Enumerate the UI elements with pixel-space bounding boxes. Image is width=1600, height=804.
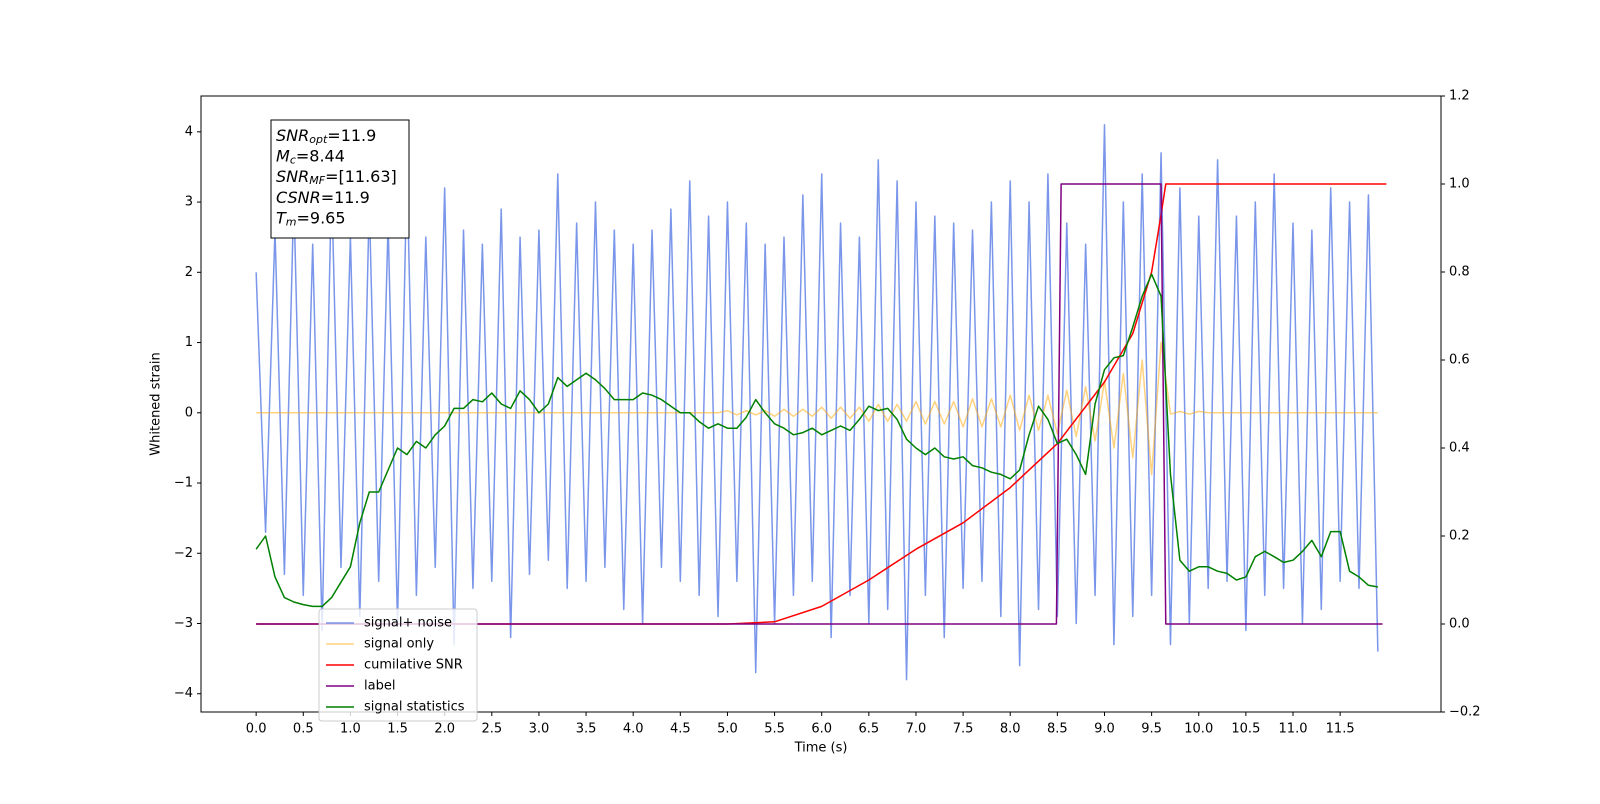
x-tick-label: 4.5 — [670, 722, 691, 737]
y-tick-label: −4 — [174, 686, 193, 701]
axes-frame — [200, 95, 1442, 713]
y2-tick-label: 1.2 — [1449, 89, 1470, 104]
annotation-subscript: MF — [309, 174, 325, 187]
annotation-symbol: CSNR — [276, 187, 321, 206]
x-tick-label: 0.0 — [246, 722, 267, 737]
x-tick-label: 6.5 — [858, 722, 879, 737]
x-tick-label: 3.0 — [529, 722, 550, 737]
x-tick-label: 7.0 — [906, 722, 927, 737]
x-axis-label: Time (s) — [794, 741, 848, 756]
annotation-line: CSNR=11.9 — [276, 187, 370, 206]
x-tick-label: 9.5 — [1141, 722, 1162, 737]
x-tick-label: 7.5 — [953, 722, 974, 737]
legend-label: signal only — [364, 637, 434, 652]
annotation-text: =11.9 — [327, 126, 376, 145]
annotation-text: =[11.63] — [325, 167, 397, 186]
annotation-text: =11.9 — [321, 187, 370, 206]
legend-label: signal statistics — [364, 700, 465, 715]
y-tick-label: 2 — [185, 265, 193, 280]
y-tick-label: −2 — [174, 546, 193, 561]
x-tick-label: 11.0 — [1279, 722, 1308, 737]
y2-tick-label: 0.0 — [1449, 617, 1470, 632]
series-line — [255, 273, 1378, 608]
legend-label: signal+ noise — [364, 616, 452, 631]
annotation-frame — [270, 119, 410, 239]
plot-area — [255, 124, 1387, 681]
annotation-symbol: T — [276, 208, 287, 227]
y-tick-label: −1 — [174, 476, 193, 491]
x-tick-label: 5.5 — [764, 722, 785, 737]
x-tick-label: 6.0 — [811, 722, 832, 737]
series-line — [256, 183, 1383, 625]
y2-tick-label: 0.4 — [1449, 441, 1470, 456]
x-tick-label: 1.5 — [387, 722, 408, 737]
annotation-box: SNRopt=11.9Mc=8.44SNRMF=[11.63]CSNR=11.9… — [270, 119, 410, 239]
legend-label: label — [364, 679, 395, 694]
series-line — [255, 124, 1379, 681]
x-tick-label: 8.0 — [1000, 722, 1021, 737]
y2-tick-label: 0.2 — [1449, 529, 1470, 544]
annotation-line: SNRopt=11.9 — [276, 126, 376, 147]
annotation-line: Tm=9.65 — [276, 208, 346, 229]
annotation-symbol: M — [276, 146, 290, 165]
annotation-symbol: SNR — [276, 126, 309, 145]
y-tick-label: 3 — [185, 195, 193, 210]
annotation-subscript: m — [286, 215, 297, 228]
x-tick-label: 2.5 — [481, 722, 502, 737]
annotation-line: Mc=8.44 — [276, 146, 345, 167]
annotation-subscript: opt — [309, 133, 328, 146]
legend-frame — [318, 608, 478, 722]
x-tick-label: 10.0 — [1184, 722, 1213, 737]
x-tick-label: 8.5 — [1047, 722, 1068, 737]
y-tick-label: −3 — [174, 616, 193, 631]
x-tick-label: 2.0 — [434, 722, 455, 737]
x-tick-label: 3.5 — [576, 722, 597, 737]
y2-tick-label: 1.0 — [1449, 177, 1470, 192]
y2-tick-label: 0.6 — [1449, 353, 1470, 368]
y2-tick-label: 0.8 — [1449, 265, 1470, 280]
y-tick-label: 4 — [185, 124, 193, 139]
annotation-line: SNRMF=[11.63] — [276, 167, 397, 188]
x-tick-label: 0.5 — [293, 722, 314, 737]
series-line — [256, 183, 1387, 625]
annotation-text: =9.65 — [297, 208, 346, 227]
annotation-text: =8.44 — [296, 146, 345, 165]
y-tick-label: 0 — [185, 405, 193, 420]
x-tick-label: 4.0 — [623, 722, 644, 737]
x-tick-label: 9.0 — [1094, 722, 1115, 737]
annotation-subscript: c — [290, 154, 296, 167]
y-axis-label: Whitened strain — [149, 352, 164, 455]
legend: signal+ noise signal only cumilative SNR la… — [318, 608, 478, 722]
x-tick-label: 10.5 — [1231, 722, 1260, 737]
legend-label: cumilative SNR — [364, 658, 463, 673]
series-line — [256, 341, 1378, 476]
x-tick-label: 1.0 — [340, 722, 361, 737]
x-tick-label: 5.0 — [717, 722, 738, 737]
annotation-symbol: SNR — [276, 167, 309, 186]
x-tick-label: 11.5 — [1326, 722, 1355, 737]
y2-tick-label: −0.2 — [1449, 705, 1481, 720]
y-tick-label: 1 — [185, 335, 193, 350]
